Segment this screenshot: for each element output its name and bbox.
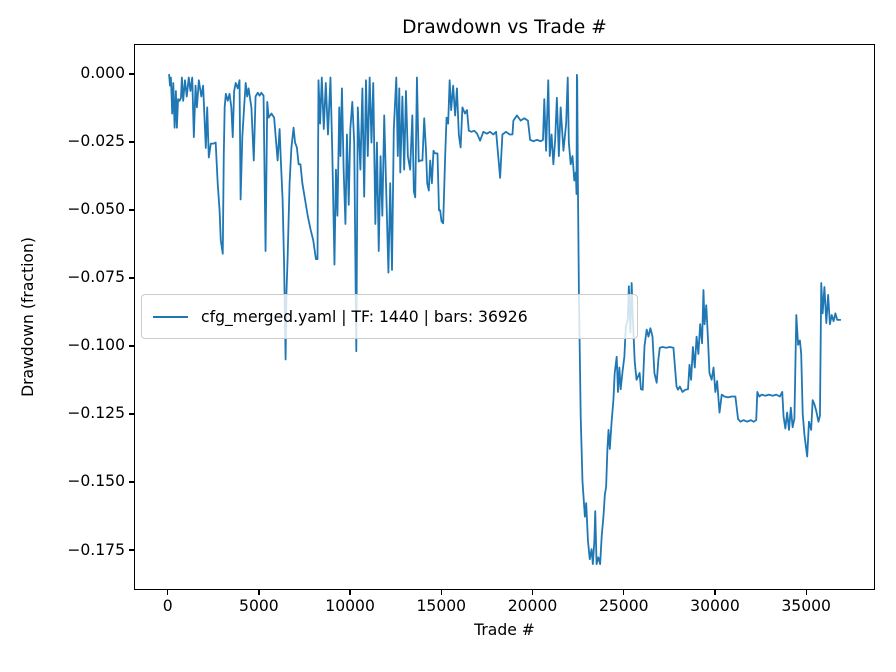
x-tick-mark [167,590,169,595]
x-tick-label: 5000 [239,597,279,615]
y-tick-label: −0.125 [67,404,125,423]
y-axis-label: Drawdown (fraction) [19,237,37,397]
x-axis-label: Trade # [474,621,535,639]
y-tick-label: 0.000 [80,64,125,83]
y-tick-label: −0.100 [67,336,125,355]
x-tick-mark [805,590,807,595]
x-tick-label: 10000 [325,597,375,615]
x-tick-mark [258,590,260,595]
y-tick-mark [129,481,134,483]
y-tick-label: −0.025 [67,132,125,151]
x-tick-mark [440,590,442,595]
x-tick-label: 0 [162,597,173,615]
legend: cfg_merged.yaml | TF: 1440 | bars: 36926 [141,294,638,339]
y-tick-label: −0.075 [67,268,125,287]
x-tick-mark [623,590,625,595]
chart-title: Drawdown vs Trade # [402,17,607,38]
legend-line-sample [153,315,188,318]
x-tick-label: 20000 [507,597,558,615]
y-tick-mark [129,413,134,415]
y-tick-mark [129,73,134,75]
x-tick-label: 25000 [598,597,649,615]
y-tick-mark [129,209,134,211]
legend-label: cfg_merged.yaml | TF: 1440 | bars: 36926 [201,307,528,326]
y-tick-label: −0.150 [67,472,125,491]
x-tick-label: 15000 [416,597,467,615]
x-tick-mark [714,590,716,595]
y-tick-mark [129,345,134,347]
y-tick-mark [129,141,134,143]
x-tick-label: 35000 [781,597,831,615]
x-tick-label: 30000 [690,597,740,615]
plot-canvas [168,73,842,565]
y-tick-label: −0.175 [67,540,125,559]
x-tick-mark [349,590,351,595]
y-tick-mark [129,549,134,551]
y-tick-mark [129,277,134,279]
drawdown-line [168,73,842,565]
x-tick-mark [531,590,534,595]
y-tick-label: −0.050 [67,200,125,219]
